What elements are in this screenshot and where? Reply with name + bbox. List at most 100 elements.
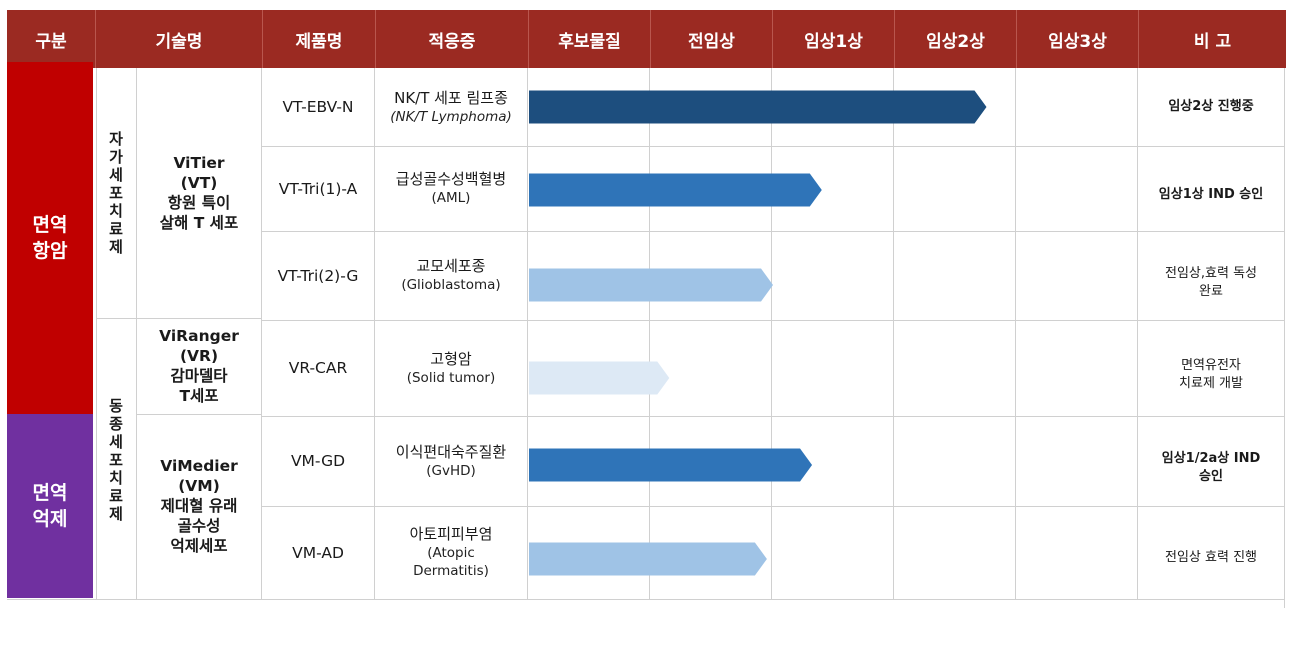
header-technology: 기술명 [96, 10, 263, 68]
technology-vitier: ViTier (VT) 항원 특이 살해 T 세포 [137, 68, 261, 318]
indication-row-6: 아토피피부염 (Atopic Dermatitis) [375, 506, 527, 599]
therapy-type-allogeneic: 동 종 세 포 치 료 제 [97, 360, 135, 560]
progress-arrow-5 [529, 448, 813, 482]
grid-line [1284, 68, 1285, 608]
remark-text: 전임상,효력 독성 완료 [1165, 265, 1257, 299]
grid-line [261, 506, 1284, 507]
grid-line [7, 599, 1285, 600]
indication-row-4: 고형암 (Solid tumor) [375, 320, 527, 416]
remark-row-1: 임상2상 진행중 [1138, 68, 1284, 146]
therapy-char: 포 [109, 184, 123, 202]
technology-vimedier: ViMedier (VM) 제대혈 유래 골수성 억제세포 [137, 414, 261, 598]
product-vm-gd: VM-GD [262, 416, 374, 506]
remark-text: 면역유전자 치료제 개발 [1179, 358, 1243, 391]
indication-english: (NK/T Lymphoma) [390, 108, 512, 125]
therapy-char: 치 [109, 202, 123, 220]
header-category: 구분 [7, 10, 96, 68]
remark-row-6: 전임상 효력 진행 [1138, 511, 1284, 604]
grid-line [96, 68, 97, 600]
indication-korean: NK/T 세포 림프종 [394, 88, 508, 107]
technology-label: ViRanger (VR) 감마델타 T세포 [159, 327, 239, 405]
header-stage-candidate: 후보물질 [529, 10, 651, 68]
header-stage-phase1: 임상1상 [773, 10, 895, 68]
grid-line [96, 318, 136, 319]
indication-english: (GvHD) [426, 462, 476, 479]
grid-line [649, 68, 650, 600]
grid-line [136, 318, 261, 319]
product-label: VT-EBV-N [282, 98, 354, 116]
category-label: 면역 항암 [32, 214, 68, 262]
product-vt-ebv-n: VT-EBV-N [262, 68, 374, 146]
remark-text: 임상1상 IND 승인 [1158, 186, 1264, 202]
product-vr-car: VR-CAR [262, 320, 374, 416]
category-immuno-oncology: 면역 항암 [7, 62, 93, 414]
indication-row-3: 교모세포종 (Glioblastoma) [375, 231, 527, 320]
therapy-char: 포 [109, 451, 123, 469]
grid-line [261, 68, 262, 600]
therapy-char: 료 [109, 487, 123, 505]
grid-line [261, 146, 1284, 147]
technology-label: ViTier (VT) 항원 특이 살해 T 세포 [159, 154, 239, 232]
header-remarks: 비 고 [1139, 10, 1286, 68]
progress-arrow-6 [529, 542, 767, 576]
therapy-char: 제 [109, 505, 123, 523]
category-immuno-suppression: 면역 억제 [7, 414, 93, 598]
therapy-char: 가 [109, 148, 123, 166]
therapy-char: 동 [109, 397, 123, 415]
therapy-char: 자 [109, 130, 123, 148]
remark-text: 임상1/2a상 IND 승인 [1161, 451, 1261, 484]
progress-arrow-4 [529, 361, 670, 395]
indication-english: (Solid tumor) [406, 369, 496, 386]
therapy-char: 종 [109, 415, 123, 433]
grid-line [771, 68, 772, 600]
indication-korean: 아토피피부염 [409, 525, 493, 543]
indication-english: (Glioblastoma) [401, 277, 501, 293]
grid-line [261, 231, 1284, 232]
technology-label: ViMedier (VM) 제대혈 유래 골수성 억제세포 [160, 457, 238, 555]
grid-line [261, 320, 1284, 321]
indication-row-1: NK/T 세포 림프종 (NK/T Lymphoma) [375, 68, 527, 146]
indication-row-2: 급성골수성백혈병 (AML) [375, 146, 527, 231]
technology-viranger: ViRanger (VR) 감마델타 T세포 [137, 318, 261, 414]
header-indication: 적응증 [376, 10, 529, 68]
progress-arrow-2 [529, 173, 822, 207]
product-label: VM-GD [290, 452, 346, 470]
therapy-char: 세 [109, 433, 123, 451]
header-product: 제품명 [263, 10, 376, 68]
indication-korean: 교모세포종 [416, 257, 486, 275]
grid-line [136, 414, 261, 415]
remark-text: 임상2상 진행중 [1168, 99, 1254, 114]
grid-line [136, 68, 137, 600]
progress-arrow-1 [529, 90, 987, 124]
remark-row-5: 임상1/2a상 IND 승인 [1138, 423, 1284, 513]
indication-korean: 이식편대숙주질환 [395, 442, 507, 461]
indication-english: (AML) [431, 190, 471, 206]
product-label: VR-CAR [288, 359, 348, 377]
therapy-type-autologous: 자 가 세 포 치 료 제 [97, 68, 135, 318]
remark-row-4: 면역유전자 치료제 개발 [1138, 327, 1284, 423]
therapy-char: 치 [109, 469, 123, 487]
therapy-char: 료 [109, 220, 123, 238]
indication-row-5: 이식편대숙주질환 (GvHD) [375, 416, 527, 506]
product-label: VT-Tri(2)-G [277, 266, 359, 285]
header-stage-phase3: 임상3상 [1017, 10, 1139, 68]
remark-row-3: 전임상,효력 독성 완료 [1138, 238, 1284, 327]
remark-text: 전임상 효력 진행 [1165, 549, 1257, 565]
grid-line [261, 416, 1284, 417]
indication-korean: 급성골수성백혈병 [395, 170, 507, 188]
remark-row-2: 임상1상 IND 승인 [1138, 146, 1284, 243]
header-stage-phase2: 임상2상 [895, 10, 1017, 68]
indication-english: (Atopic Dermatitis) [413, 545, 489, 579]
category-label: 면역 억제 [32, 482, 68, 530]
grid-line [893, 68, 894, 600]
product-label: VM-AD [292, 543, 344, 562]
header-stage-preclinical: 전임상 [651, 10, 773, 68]
product-vm-ad: VM-AD [262, 506, 374, 599]
progress-arrow-3 [529, 268, 773, 302]
grid-line [527, 68, 528, 600]
indication-korean: 고형암 [430, 349, 472, 368]
therapy-char: 제 [109, 238, 123, 256]
grid-line [374, 68, 375, 600]
grid-line [1015, 68, 1016, 600]
